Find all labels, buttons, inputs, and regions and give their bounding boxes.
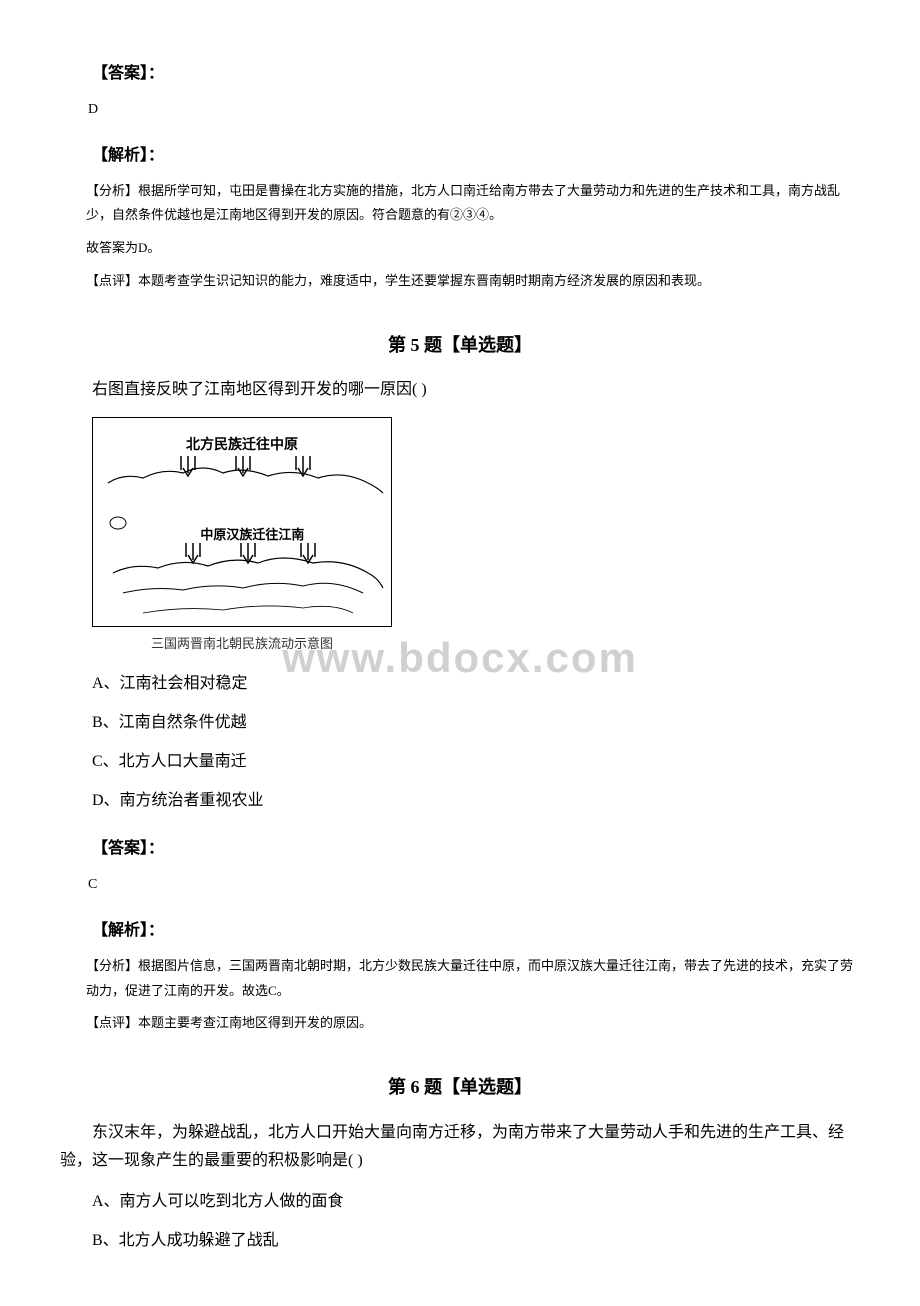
option-d: D、南方统治者重视农业 bbox=[60, 787, 860, 816]
map-diagram: 北方民族迁往中原 中原汉族迁往江南 bbox=[92, 417, 392, 627]
question-5-text: 右图直接反映了江南地区得到开发的哪一原因( ) bbox=[60, 376, 860, 405]
analysis-text: 【分析】根据所学可知，屯田是曹操在北方实施的措施，北方人口南迁给南方带去了大量劳… bbox=[86, 179, 860, 228]
answer-letter: D bbox=[88, 97, 860, 122]
option-b: B、江南自然条件优越 bbox=[60, 709, 860, 738]
option-6-a: A、南方人可以吃到北方人做的面食 bbox=[60, 1188, 860, 1217]
map-title-mid: 中原汉族迁往江南 bbox=[200, 523, 304, 546]
question-6-text: 东汉末年，为躲避战乱，北方人口开始大量向南方迁移，为南方带来了大量劳动人手和先进… bbox=[60, 1119, 860, 1177]
analysis-comment: 【点评】本题考查学生识记知识的能力，难度适中，学生还要掌握东晋南朝时期南方经济发… bbox=[86, 269, 860, 294]
question-5-header: 第 5 题【单选题】 bbox=[60, 329, 860, 361]
analysis-label: 【解析】： bbox=[60, 142, 860, 171]
analysis-conclusion: 故答案为D。 bbox=[86, 236, 860, 261]
analysis-text-5: 【分析】根据图片信息，三国两晋南北朝时期，北方少数民族大量迁往中原，而中原汉族大… bbox=[86, 954, 860, 1003]
answer-letter-5: C bbox=[88, 872, 860, 897]
option-a: A、江南社会相对稳定 bbox=[60, 670, 860, 699]
answer-label: 【答案】： bbox=[60, 60, 860, 89]
option-c: C、北方人口大量南迁 bbox=[60, 748, 860, 777]
analysis-label-5: 【解析】： bbox=[60, 917, 860, 946]
question-6-header: 第 6 题【单选题】 bbox=[60, 1071, 860, 1103]
answer-label-5: 【答案】： bbox=[60, 835, 860, 864]
map-caption: 三国两晋南北朝民族流动示意图 bbox=[92, 632, 392, 655]
analysis-comment-5: 【点评】本题主要考查江南地区得到开发的原因。 bbox=[86, 1011, 860, 1036]
map-container: 北方民族迁往中原 中原汉族迁往江南 三国两晋南北朝民族流动 bbox=[92, 417, 392, 655]
option-6-b: B、北方人成功躲避了战乱 bbox=[60, 1227, 860, 1256]
